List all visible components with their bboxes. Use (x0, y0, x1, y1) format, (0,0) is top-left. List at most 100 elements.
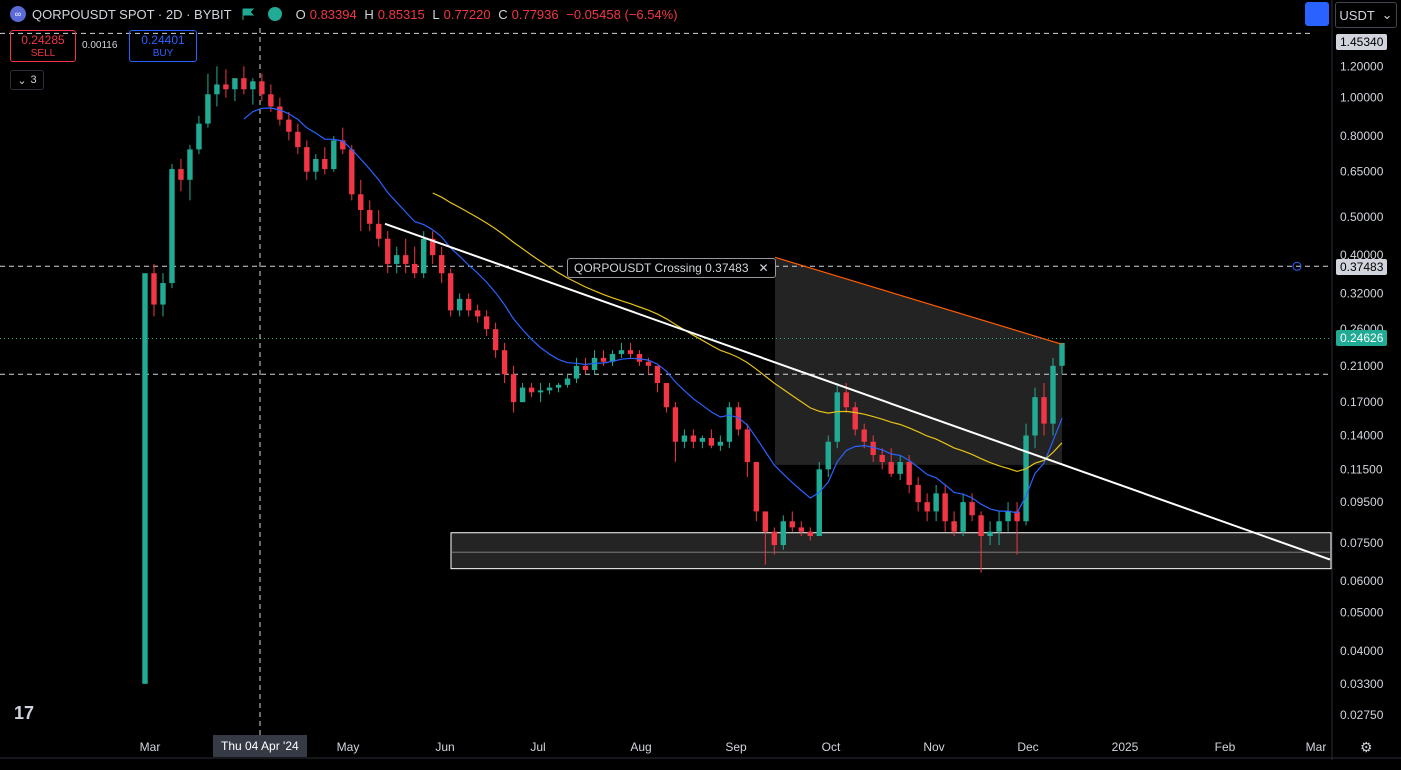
candle-body (492, 329, 499, 351)
candle-body (438, 255, 445, 274)
buy-label: BUY (152, 48, 174, 59)
y-tick-label: 0.04000 (1340, 644, 1384, 658)
candle-body (654, 365, 661, 384)
currency-select[interactable]: USDT ⌄ (1335, 2, 1397, 28)
x-tick-label: Jun (435, 740, 454, 754)
y-tick-label: 0.02750 (1340, 708, 1384, 722)
candle-body (663, 383, 670, 408)
x-tick-label: May (337, 740, 360, 754)
tradingview-logo-icon: 17 (14, 703, 35, 723)
candle-body (241, 78, 247, 90)
top-price-badge: 1.45340 (1336, 34, 1388, 50)
candle-body (169, 169, 175, 284)
indicators-count: 3 (30, 74, 37, 86)
candle-body (474, 310, 481, 317)
candle-body (834, 392, 840, 442)
y-tick-label: 0.32000 (1340, 286, 1384, 300)
candle-body (726, 407, 733, 442)
candle-body (465, 298, 472, 311)
candle-body (322, 158, 328, 170)
candle-body (573, 365, 580, 379)
candle-body (429, 238, 436, 256)
candle-body (456, 298, 463, 311)
candle-body (996, 521, 1002, 532)
shaded-range-area (775, 257, 1062, 465)
candle-body (843, 392, 849, 408)
candle-body (798, 527, 804, 532)
layout-toggle-button[interactable] (1305, 2, 1329, 26)
candle-body (385, 238, 391, 264)
candle-body (645, 361, 652, 366)
alert-marker (1292, 261, 1302, 271)
candle-body (250, 81, 256, 90)
chevron-down-icon: ⌄ (1381, 7, 1393, 22)
support-zone-box (450, 532, 1332, 570)
candle-body (313, 158, 319, 172)
y-tick-label: 0.07500 (1340, 536, 1384, 550)
candle-body (1041, 397, 1047, 424)
symbol-title[interactable]: QORPOUSDT SPOT · 2D · BYBIT (32, 6, 232, 22)
candle-body (394, 255, 400, 264)
candle-body (537, 390, 544, 393)
gear-icon[interactable]: ⚙ (1360, 739, 1373, 755)
status-dot-icon[interactable] (267, 7, 282, 21)
descending-trendline (384, 222, 1331, 561)
candle-body (933, 493, 939, 512)
candle-body (178, 169, 184, 180)
candle-body (403, 255, 409, 264)
flag-icon[interactable] (242, 8, 254, 20)
candle-body (447, 273, 454, 311)
candle-body (340, 140, 346, 150)
candle-body (771, 531, 778, 546)
candle-body (420, 238, 427, 274)
candle-body (951, 521, 957, 532)
candle-body (852, 407, 858, 430)
candle-body (879, 454, 885, 462)
candle-body (987, 531, 993, 537)
candle-body (942, 493, 948, 522)
candle-body (672, 407, 679, 442)
candle-body (753, 461, 760, 512)
candle-body (708, 437, 715, 446)
candle-body (286, 119, 292, 132)
close-icon[interactable]: ✕ (758, 261, 769, 275)
y-tick-label: 0.09500 (1340, 495, 1384, 509)
x-tick-label: Mar (1306, 740, 1327, 754)
y-tick-label: 0.65000 (1340, 165, 1384, 179)
sell-label: SELL (30, 48, 56, 59)
candle-body (591, 357, 598, 370)
candle-body (870, 441, 876, 455)
candle-body (780, 521, 787, 546)
candle-body (960, 502, 966, 532)
candle-body (1059, 342, 1065, 366)
sell-button[interactable]: 0.24285 SELL (10, 30, 76, 62)
candle-body (223, 84, 229, 90)
candle-body (618, 350, 625, 354)
y-tick-label: 0.17000 (1340, 395, 1384, 409)
candle-body (816, 469, 822, 537)
y-tick-label: 0.05000 (1340, 605, 1384, 619)
candle-body (331, 140, 337, 170)
y-tick-label: 1.20000 (1340, 59, 1384, 73)
ohlc-values: O 0.83394 H 0.85315 L 0.77220 C 0.77936 −0.0… (295, 6, 678, 22)
candle-body (546, 387, 553, 391)
y-tick-label: 0.14000 (1340, 429, 1384, 443)
alert-label[interactable]: QORPOUSDT Crossing 0.37483 ✕ (567, 258, 776, 278)
x-tick-label: 2025 (1112, 740, 1139, 754)
candle-body (483, 316, 490, 330)
candle-body (160, 283, 166, 305)
candle-body (501, 350, 508, 375)
candle-body (717, 441, 724, 446)
x-tick-label: Nov (923, 740, 944, 754)
y-tick-label: 0.21000 (1340, 359, 1384, 373)
candle-body (277, 106, 283, 120)
buy-button[interactable]: 0.24401 BUY (129, 30, 197, 62)
indicators-toggle[interactable]: ⌄ 3 (10, 70, 44, 90)
candle-body (861, 429, 867, 442)
y-tick-label: 1.00000 (1340, 91, 1384, 105)
candle-body (349, 149, 355, 195)
x-tick-label: Jul (530, 740, 545, 754)
candle-body (600, 357, 607, 362)
y-tick-label: 0.03300 (1340, 677, 1384, 691)
